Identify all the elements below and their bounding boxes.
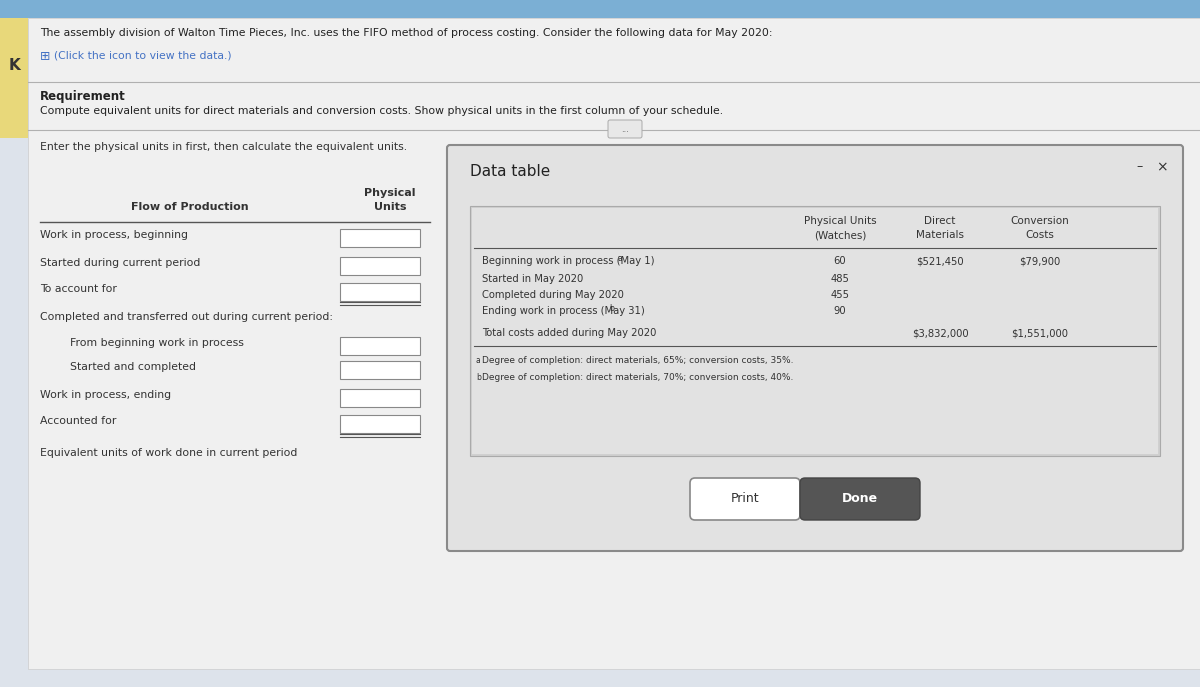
Text: Flow of Production: Flow of Production (131, 202, 248, 212)
Text: $1,551,000: $1,551,000 (1012, 328, 1068, 338)
Text: Physical: Physical (365, 188, 415, 198)
Bar (340, 229, 420, 247)
Text: Work in process, beginning: Work in process, beginning (40, 230, 188, 240)
Text: Degree of completion: direct materials, 65%; conversion costs, 35%.: Degree of completion: direct materials, … (482, 356, 793, 365)
Bar (340, 361, 420, 379)
Text: Print: Print (731, 493, 760, 506)
Text: $79,900: $79,900 (1019, 256, 1061, 266)
Text: Done: Done (842, 493, 878, 506)
Text: Total costs added during May 2020: Total costs added during May 2020 (482, 328, 656, 338)
Text: To account for: To account for (40, 284, 116, 294)
Text: 60: 60 (834, 256, 846, 266)
Text: Started and completed: Started and completed (70, 362, 196, 372)
Text: Conversion: Conversion (1010, 216, 1069, 226)
Bar (340, 415, 420, 433)
Text: Equivalent units of work done in current period: Equivalent units of work done in current… (40, 448, 298, 458)
Text: –: – (1136, 160, 1144, 173)
Text: Data table: Data table (470, 164, 551, 179)
Text: Materials: Materials (916, 230, 964, 240)
Text: $521,450: $521,450 (916, 256, 964, 266)
Text: Beginning work in process (May 1): Beginning work in process (May 1) (482, 256, 654, 266)
Text: 485: 485 (830, 274, 850, 284)
Bar (340, 257, 420, 275)
Text: Enter the physical units in first, then calculate the equivalent units.: Enter the physical units in first, then … (40, 142, 407, 152)
Text: Ending work in process (May 31): Ending work in process (May 31) (482, 306, 644, 316)
Text: a: a (617, 254, 622, 263)
Bar (0, 0, 1200, 18)
Text: Work in process, ending: Work in process, ending (40, 390, 172, 400)
Text: Costs: Costs (1026, 230, 1055, 240)
Text: 90: 90 (834, 306, 846, 316)
Text: $3,832,000: $3,832,000 (912, 328, 968, 338)
Text: (Click the icon to view the data.): (Click the icon to view the data.) (54, 50, 232, 60)
Text: Compute equivalent units for direct materials and conversion costs. Show physica: Compute equivalent units for direct mate… (40, 106, 724, 116)
Text: Degree of completion: direct materials, 70%; conversion costs, 40%.: Degree of completion: direct materials, … (482, 373, 793, 382)
FancyBboxPatch shape (446, 145, 1183, 551)
Text: Accounted for: Accounted for (40, 416, 116, 426)
Text: ×: × (1156, 160, 1168, 174)
Text: (Watches): (Watches) (814, 230, 866, 240)
Text: ...: ... (622, 126, 629, 135)
Bar (340, 283, 420, 301)
Text: Direct: Direct (924, 216, 955, 226)
Bar (472, 208, 1158, 454)
Text: Started during current period: Started during current period (40, 258, 200, 268)
Bar (470, 206, 1160, 456)
Text: a: a (476, 356, 481, 365)
Text: 455: 455 (830, 290, 850, 300)
Text: From beginning work in process: From beginning work in process (70, 338, 244, 348)
Text: Requirement: Requirement (40, 90, 126, 103)
Text: b: b (610, 304, 614, 313)
Text: Completed during May 2020: Completed during May 2020 (482, 290, 624, 300)
Bar (340, 389, 420, 407)
Bar (340, 337, 420, 355)
FancyBboxPatch shape (690, 478, 800, 520)
Text: Completed and transferred out during current period:: Completed and transferred out during cur… (40, 312, 334, 322)
Text: ⊞: ⊞ (40, 50, 50, 63)
Text: Physical Units: Physical Units (804, 216, 876, 226)
Text: b: b (476, 373, 481, 382)
Text: Started in May 2020: Started in May 2020 (482, 274, 583, 284)
Text: The assembly division of Walton Time Pieces, Inc. uses the FIFO method of proces: The assembly division of Walton Time Pie… (40, 28, 773, 38)
Text: Units: Units (373, 202, 407, 212)
FancyBboxPatch shape (608, 120, 642, 138)
Bar (0, 18, 28, 138)
Text: K: K (8, 58, 20, 73)
FancyBboxPatch shape (800, 478, 920, 520)
